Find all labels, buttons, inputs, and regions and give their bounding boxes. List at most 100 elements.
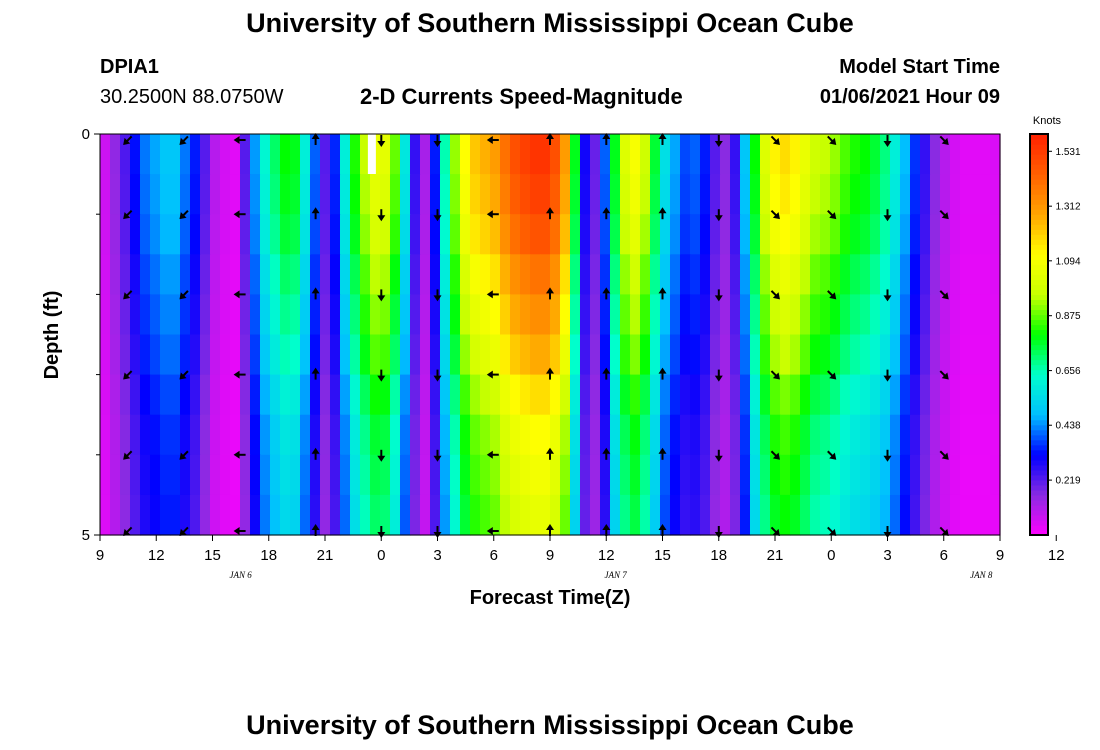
heatmap-cell — [320, 134, 331, 175]
heatmap-cell — [550, 134, 561, 175]
heatmap-cell — [830, 494, 841, 536]
heatmap-cell — [730, 134, 741, 175]
arrow-head — [179, 137, 187, 145]
arrow-shaft — [125, 209, 133, 217]
colorbar-tick-label: 1.094 — [1055, 256, 1080, 267]
current-arrow — [770, 209, 780, 220]
current-arrow — [714, 369, 723, 382]
heatmap-cell — [890, 254, 901, 295]
heatmap-cell — [470, 294, 481, 336]
arrow-shaft — [827, 370, 834, 377]
heatmap-cell — [630, 294, 641, 336]
colorbar-band — [1030, 369, 1048, 376]
heatmap-cell — [780, 294, 791, 336]
heatmap-cell — [510, 174, 521, 215]
arrow-shaft — [125, 135, 133, 143]
x-tick-label: 0 — [377, 547, 385, 564]
arrow-head — [311, 287, 320, 294]
heatmap-cell — [160, 494, 171, 536]
heatmap-cell — [970, 294, 981, 336]
heatmap-cell — [440, 214, 451, 255]
heatmap-cell — [630, 414, 641, 456]
heatmap-cell — [520, 334, 531, 376]
heatmap-cell — [360, 454, 371, 496]
colorbar-band — [1030, 429, 1048, 436]
heatmap-cell — [720, 134, 731, 175]
current-arrow — [123, 370, 133, 380]
arrow-head — [486, 370, 493, 379]
x-tick-label: 21 — [317, 547, 334, 564]
heatmap-cell — [780, 254, 791, 295]
heatmap-cell — [310, 254, 321, 295]
arrow-head — [486, 210, 493, 219]
current-arrow — [486, 370, 499, 379]
arrow-head — [602, 524, 611, 530]
heatmap-cell — [250, 414, 261, 456]
heatmap-cell — [870, 214, 881, 255]
heatmap-cell — [770, 494, 781, 536]
heatmap-cell — [600, 254, 611, 295]
heatmap-cell — [940, 134, 951, 175]
current-arrow — [939, 135, 949, 145]
heatmap-cell — [140, 494, 151, 536]
heatmap-cell — [520, 414, 531, 456]
heatmap-cell — [750, 374, 761, 416]
heatmap-cell — [910, 334, 921, 376]
heatmap-cell — [230, 134, 241, 175]
arrow-head — [941, 452, 949, 460]
heatmap-cell — [500, 494, 511, 536]
heatmap-cell — [510, 334, 521, 376]
heatmap-cell — [300, 334, 311, 376]
heatmap-cell — [230, 334, 241, 376]
colorbar-band — [1030, 144, 1048, 150]
heatmap-cell — [410, 414, 421, 456]
heatmap-cell — [440, 414, 451, 456]
heatmap-cell — [530, 374, 541, 416]
arrow-head — [377, 375, 386, 382]
heatmap-cell — [480, 214, 491, 255]
heatmap-cell — [220, 134, 231, 175]
heatmap-cell — [220, 334, 231, 376]
arrow-shaft — [939, 290, 946, 297]
heatmap-cell — [490, 214, 501, 255]
heatmap-cell — [260, 334, 271, 376]
heatmap-cell — [660, 134, 671, 175]
heatmap-cell — [340, 334, 351, 376]
heatmap-cell — [610, 174, 621, 215]
heatmap-cell — [730, 334, 741, 376]
heatmap-cell — [450, 134, 461, 175]
heatmap-cell — [760, 334, 771, 376]
current-arrow — [770, 526, 780, 536]
colorbar-band — [1030, 219, 1048, 225]
heatmap-cell — [170, 494, 181, 536]
heatmap-cell — [160, 254, 171, 295]
current-arrow — [433, 289, 442, 302]
heatmap-cell — [530, 494, 541, 536]
colorbar-band — [1030, 479, 1048, 486]
arrow-head — [772, 372, 780, 380]
heatmap-cell — [100, 214, 111, 255]
heatmap-cell — [310, 294, 321, 336]
heatmap-cell — [300, 134, 311, 175]
heatmap-cell — [610, 454, 621, 496]
heatmap-cell — [720, 174, 731, 215]
heatmap-cell — [630, 334, 641, 376]
heatmap-cell — [940, 374, 951, 416]
heatmap-cell — [800, 414, 811, 456]
current-arrow — [233, 136, 246, 144]
heatmap-cell — [380, 254, 391, 295]
current-arrow — [883, 369, 892, 382]
colorbar-band — [1030, 244, 1048, 250]
heatmap-cell — [640, 294, 651, 336]
page-title: University of Southern Mississippi Ocean… — [246, 8, 854, 38]
heatmap-cell — [980, 294, 991, 336]
heatmap-cell — [900, 414, 911, 456]
heatmap-cell — [130, 294, 141, 336]
heatmap-cell — [200, 294, 211, 336]
colorbar-band — [1030, 384, 1048, 391]
heatmap-cell — [220, 294, 231, 336]
heatmap-cell — [840, 374, 851, 416]
heatmap-cell — [540, 254, 551, 295]
heatmap-cell — [680, 414, 691, 456]
heatmap-cell — [190, 414, 201, 456]
